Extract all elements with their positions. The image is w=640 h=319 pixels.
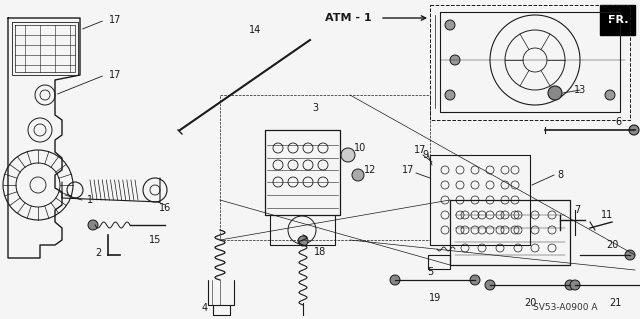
Text: 17: 17 <box>109 70 121 80</box>
Text: 11: 11 <box>601 210 613 220</box>
Text: 19: 19 <box>429 293 441 303</box>
Text: 17: 17 <box>402 165 414 175</box>
Text: 2: 2 <box>95 248 101 258</box>
Text: 12: 12 <box>364 165 376 175</box>
Circle shape <box>629 125 639 135</box>
Text: 18: 18 <box>314 247 326 257</box>
Text: 13: 13 <box>574 85 586 95</box>
Circle shape <box>565 280 575 290</box>
Text: 4: 4 <box>202 303 208 313</box>
Circle shape <box>450 55 460 65</box>
Text: 5: 5 <box>427 267 433 277</box>
Text: 20: 20 <box>606 240 618 250</box>
Text: 1: 1 <box>87 195 93 205</box>
Circle shape <box>548 86 562 100</box>
Text: 17: 17 <box>109 15 121 25</box>
Bar <box>428 255 450 269</box>
Polygon shape <box>600 5 635 35</box>
Text: ATM - 1: ATM - 1 <box>324 13 371 23</box>
Text: FR.: FR. <box>608 15 628 25</box>
Circle shape <box>485 280 495 290</box>
Circle shape <box>352 169 364 181</box>
Text: 9: 9 <box>422 150 428 160</box>
Circle shape <box>605 20 615 30</box>
Text: 3: 3 <box>312 103 318 113</box>
Text: 6: 6 <box>615 117 621 127</box>
Circle shape <box>445 20 455 30</box>
Text: 14: 14 <box>249 25 261 35</box>
Text: 7: 7 <box>574 205 580 215</box>
Circle shape <box>570 280 580 290</box>
Circle shape <box>88 220 98 230</box>
Text: 8: 8 <box>557 170 563 180</box>
Text: 15: 15 <box>149 235 161 245</box>
Circle shape <box>390 275 400 285</box>
Circle shape <box>298 236 308 246</box>
Text: 21: 21 <box>609 298 621 308</box>
Text: SV53-A0900 A: SV53-A0900 A <box>532 303 597 313</box>
Text: 10: 10 <box>354 143 366 153</box>
Circle shape <box>470 275 480 285</box>
Text: 17: 17 <box>414 145 426 155</box>
Circle shape <box>445 90 455 100</box>
Circle shape <box>625 250 635 260</box>
Circle shape <box>341 148 355 162</box>
Circle shape <box>605 90 615 100</box>
Text: 16: 16 <box>159 203 171 213</box>
Text: 20: 20 <box>524 298 536 308</box>
